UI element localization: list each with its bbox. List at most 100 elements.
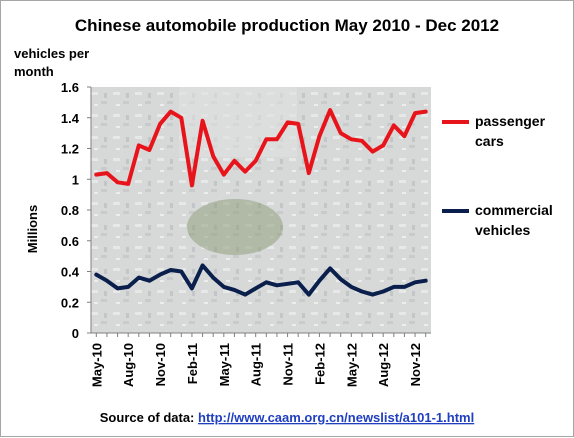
roundabout-shape bbox=[187, 199, 283, 255]
y-tick-label: 1.6 bbox=[61, 80, 79, 95]
data-point bbox=[349, 285, 353, 289]
data-point bbox=[307, 171, 311, 175]
data-point bbox=[137, 143, 141, 147]
data-point bbox=[126, 285, 130, 289]
data-point bbox=[286, 120, 290, 124]
data-point bbox=[222, 285, 226, 289]
data-point bbox=[296, 280, 300, 284]
plot-area bbox=[91, 87, 431, 333]
data-point bbox=[211, 276, 215, 280]
x-tick-label: Aug-11 bbox=[249, 343, 264, 386]
series-line-passenger-cars bbox=[94, 108, 428, 188]
data-point bbox=[158, 122, 162, 126]
data-point bbox=[392, 285, 396, 289]
legend: passenger cars commercial vehicles bbox=[442, 113, 553, 238]
data-point bbox=[264, 280, 268, 284]
x-tick-label: Feb-12 bbox=[312, 343, 327, 385]
data-point bbox=[424, 279, 428, 283]
data-point bbox=[413, 280, 417, 284]
data-point bbox=[402, 285, 406, 289]
data-point bbox=[137, 276, 141, 280]
legend-label-commercial-line2: vehicles bbox=[475, 222, 530, 238]
y-tick-label: 1.4 bbox=[61, 111, 80, 126]
data-point bbox=[339, 277, 343, 281]
data-point bbox=[116, 180, 120, 184]
data-point bbox=[169, 110, 173, 114]
data-point bbox=[307, 293, 311, 297]
data-point bbox=[381, 289, 385, 294]
source-line: Source of data: http://www.caam.org.cn/n… bbox=[100, 410, 474, 425]
data-point bbox=[158, 273, 162, 277]
data-point bbox=[179, 116, 183, 120]
data-point bbox=[232, 288, 236, 292]
data-point bbox=[264, 137, 268, 141]
legend-label-passenger-line1: passenger bbox=[475, 113, 546, 129]
data-point bbox=[317, 134, 321, 138]
data-point bbox=[381, 143, 385, 147]
x-axis: May-10 Aug-10 Nov-10 Feb-11 May-11 Aug-11 Nov-… bbox=[89, 332, 431, 387]
data-point bbox=[147, 148, 151, 152]
data-point bbox=[105, 279, 109, 283]
data-point bbox=[94, 273, 98, 277]
data-point bbox=[222, 173, 226, 177]
y-axis-title: Millions bbox=[25, 205, 40, 253]
x-tick-label: May-10 bbox=[89, 343, 104, 387]
y-axis-top-label-line2: month bbox=[14, 64, 54, 79]
data-point bbox=[275, 137, 279, 141]
series-layer bbox=[94, 108, 428, 297]
y-tick-label: 1.2 bbox=[61, 142, 79, 157]
data-point bbox=[254, 286, 258, 290]
y-axis: 0 0.2 0.4 0.6 0.8 1 1.2 1.4 1.6 bbox=[61, 80, 92, 341]
y-tick-label: 0 bbox=[72, 326, 79, 341]
data-point bbox=[286, 282, 290, 286]
legend-label-passenger-line2: cars bbox=[475, 133, 504, 149]
x-tick-label: Aug-12 bbox=[376, 343, 391, 387]
data-point bbox=[201, 263, 205, 267]
source-prefix: Source of data: bbox=[100, 410, 198, 425]
data-point bbox=[116, 286, 120, 290]
data-point bbox=[349, 137, 353, 141]
data-point bbox=[169, 268, 173, 272]
data-point bbox=[339, 131, 343, 135]
data-point bbox=[413, 111, 417, 115]
x-tick-label: Nov-12 bbox=[408, 343, 423, 386]
data-point bbox=[317, 279, 321, 283]
x-tick-label: Nov-11 bbox=[281, 343, 296, 386]
y-tick-label: 1 bbox=[72, 172, 79, 187]
data-point bbox=[392, 123, 396, 127]
legend-label-commercial-line1: commercial bbox=[475, 202, 553, 218]
data-point bbox=[328, 108, 332, 112]
x-tick-label: May-12 bbox=[344, 343, 359, 387]
y-tick-label: 0.8 bbox=[61, 203, 79, 218]
x-tick-label: Aug-10 bbox=[121, 343, 136, 387]
data-point bbox=[211, 154, 215, 158]
data-point bbox=[371, 150, 375, 154]
y-tick-label: 0.6 bbox=[61, 234, 79, 249]
data-point bbox=[147, 279, 151, 283]
y-tick-label: 0.4 bbox=[61, 265, 80, 280]
data-point bbox=[402, 134, 406, 138]
data-point bbox=[179, 269, 183, 274]
data-point bbox=[243, 293, 247, 297]
data-point bbox=[232, 159, 236, 163]
data-point bbox=[201, 119, 205, 123]
data-point bbox=[296, 122, 300, 126]
x-tick-label: May-11 bbox=[217, 343, 232, 386]
data-point bbox=[190, 286, 194, 290]
data-point bbox=[360, 139, 364, 143]
chart-title: Chinese automobile production May 2010 -… bbox=[75, 16, 499, 35]
series-line-commercial-vehicles bbox=[94, 263, 428, 297]
data-point bbox=[275, 283, 279, 287]
y-tick-label: 0.2 bbox=[61, 295, 79, 310]
data-point bbox=[424, 110, 428, 114]
source-link[interactable]: http://www.caam.org.cn/newslist/a101-1.h… bbox=[198, 410, 474, 425]
data-point bbox=[243, 170, 247, 174]
data-point bbox=[105, 171, 109, 175]
data-point bbox=[371, 293, 375, 297]
data-point bbox=[360, 289, 364, 294]
x-tick-label: Feb-11 bbox=[185, 343, 200, 384]
data-point bbox=[190, 183, 194, 187]
y-axis-top-label-line1: vehicles per bbox=[14, 46, 89, 61]
